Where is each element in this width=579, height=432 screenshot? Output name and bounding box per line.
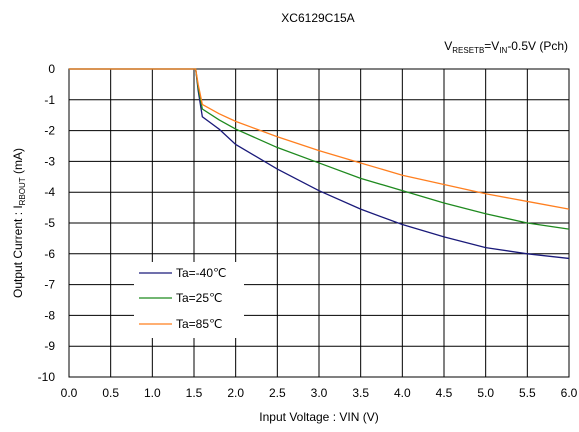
y-axis-title: Output Current : IRBOUT (mA) xyxy=(11,148,27,298)
y-tick-label: -6 xyxy=(44,247,55,261)
y-tick-label: -7 xyxy=(44,278,55,292)
x-tick-label: 2.5 xyxy=(269,386,286,400)
grid-lines xyxy=(69,69,569,377)
legend-box xyxy=(134,262,244,338)
subtitle-mid: =V xyxy=(484,39,499,53)
x-tick-labels: 0.0 0.5 1.0 1.5 2.0 2.5 3.0 3.5 4.0 4.5 5.0 5.5 6.0 xyxy=(61,386,578,400)
y-axis-title-base: Output Current : I xyxy=(11,205,25,298)
x-tick-label: 4.5 xyxy=(436,386,453,400)
x-tick-label: 2.0 xyxy=(227,386,244,400)
legend-label-2: Ta=85℃ xyxy=(176,317,223,331)
x-tick-label: 4.0 xyxy=(394,386,411,400)
x-tick-label: 1.5 xyxy=(186,386,203,400)
y-tick-label: -1 xyxy=(44,93,55,107)
x-tick-label: 3.5 xyxy=(352,386,369,400)
x-tick-label: 6.0 xyxy=(561,386,578,400)
y-tick-label: -2 xyxy=(44,124,55,138)
chart-title: XC6129C15A xyxy=(281,11,354,25)
x-tick-label: 5.0 xyxy=(477,386,494,400)
y-tick-label: -9 xyxy=(44,339,55,353)
x-tick-label: 0.0 xyxy=(61,386,78,400)
chart-subtitle: VRESETB=VIN-0.5V (Pch) xyxy=(444,39,568,55)
y-axis-title-sub: RBOUT xyxy=(18,177,27,205)
legend-label-1: Ta=25℃ xyxy=(176,291,223,305)
legend-label-0: Ta=-40℃ xyxy=(176,266,227,280)
subtitle-base: V xyxy=(444,39,452,53)
y-tick-labels: 0 -1 -2 -3 -4 -5 -6 -7 -8 -9 -10 xyxy=(38,62,56,384)
subtitle-sub2: IN xyxy=(499,46,507,55)
legend: Ta=-40℃ Ta=25℃ Ta=85℃ xyxy=(134,262,244,338)
x-tick-label: 1.0 xyxy=(144,386,161,400)
x-axis-title: Input Voltage : VIN (V) xyxy=(259,410,378,424)
series-group xyxy=(69,68,570,260)
subtitle-sub1: RESETB xyxy=(452,46,484,55)
x-tick-label: 3.0 xyxy=(311,386,328,400)
y-tick-label: 0 xyxy=(48,62,55,76)
y-axis-title-tail: (mA) xyxy=(11,148,25,177)
subtitle-tail: -0.5V (Pch) xyxy=(507,39,568,53)
y-tick-label: -3 xyxy=(44,154,55,168)
y-tick-label: -5 xyxy=(44,216,55,230)
x-tick-label: 0.5 xyxy=(102,386,119,400)
x-tick-label: 5.5 xyxy=(519,386,536,400)
series-line-2 xyxy=(69,68,570,210)
y-tick-label: -8 xyxy=(44,308,55,322)
y-tick-label: -4 xyxy=(44,185,55,199)
y-tick-label: -10 xyxy=(38,370,56,384)
